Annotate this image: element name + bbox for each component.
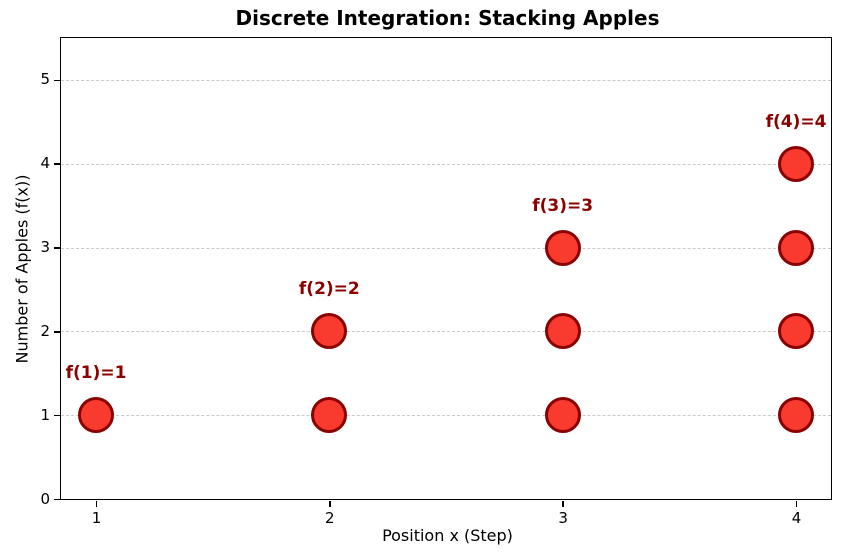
y-tick-label: 2 — [40, 321, 50, 340]
gridline-y-5 — [61, 79, 831, 81]
x-tick-label: 2 — [325, 508, 335, 527]
x-tick-mark — [95, 501, 98, 507]
y-tick-mark — [54, 498, 60, 501]
y-tick-label: 3 — [40, 238, 50, 257]
annotation-label: f(4)=4 — [765, 111, 827, 132]
y-tick-mark — [54, 414, 60, 417]
x-tick-label: 4 — [791, 508, 802, 527]
apple-marker — [778, 229, 814, 266]
x-tick-mark — [329, 501, 331, 507]
y-tick-mark — [54, 79, 60, 82]
x-tick-label: 1 — [91, 508, 102, 527]
annotation-label: f(1)=1 — [65, 363, 127, 384]
x-tick-mark — [795, 501, 798, 507]
apple-marker — [778, 313, 814, 350]
gridline-y-2 — [61, 331, 831, 333]
plot-area: f(1)=1 f(2)=2 f(3)=3 f(4)=4 — [60, 37, 832, 500]
y-tick-label: 0 — [40, 489, 50, 508]
gridline-y-4 — [61, 163, 831, 165]
x-tick-label: 3 — [558, 508, 568, 527]
apple-marker — [311, 313, 348, 350]
chart-title: Discrete Integration: Stacking Apples — [235, 6, 660, 30]
apple-marker — [778, 397, 814, 434]
apple-marker — [544, 313, 581, 350]
apple-marker — [544, 397, 581, 434]
annotation-label: f(3)=3 — [532, 195, 594, 216]
gridline-y-3 — [61, 247, 831, 249]
gridline-y-1 — [61, 415, 831, 417]
y-tick-mark — [54, 163, 60, 165]
apple-marker — [78, 397, 114, 434]
y-tick-mark — [54, 331, 60, 333]
x-axis-label: Position x (Step) — [382, 526, 513, 545]
y-tick-label: 1 — [40, 405, 50, 424]
apple-marker — [311, 397, 348, 434]
y-tick-mark — [54, 247, 60, 249]
x-tick-mark — [562, 501, 564, 507]
y-tick-label: 4 — [40, 154, 50, 173]
apple-marker — [778, 145, 814, 182]
apple-marker — [544, 229, 581, 266]
annotation-label: f(2)=2 — [298, 279, 360, 300]
y-tick-label: 5 — [40, 70, 50, 89]
